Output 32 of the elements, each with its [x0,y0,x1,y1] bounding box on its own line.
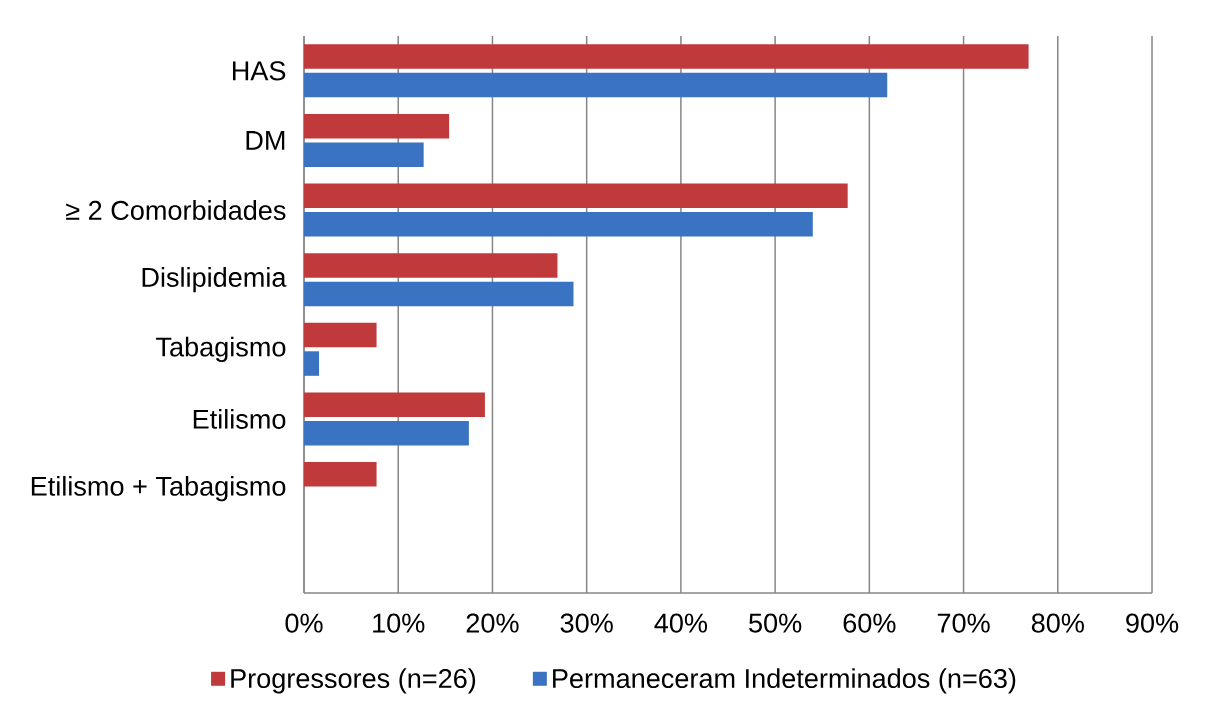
x-tick-label: 90% [1126,613,1179,633]
bar [304,392,485,417]
y-tick-label: Etilismo [193,409,286,429]
bar [304,44,1029,69]
bar [304,462,377,487]
bar [304,72,888,98]
x-tick-label: 30% [560,613,613,633]
bar [304,281,574,307]
bar [304,322,377,348]
y-tick-label: Dislipidemia [142,267,287,293]
bar [304,253,558,278]
y-tick-label: DM [246,131,285,150]
y-tick-label: Tabagismo [156,336,286,362]
x-tick-label: 20% [466,613,519,633]
x-tick-label: 60% [843,613,896,633]
bar [304,142,424,167]
x-tick-label: 0% [285,613,323,633]
x-tick-label: 10% [373,613,425,633]
bar [304,351,320,376]
y-tick-label: HAS [232,61,286,81]
bar [304,420,469,446]
bar [304,212,813,237]
x-tick-label: 70% [937,613,990,633]
y-tick-label: Etilismo + Tabagismo [31,475,286,502]
bar [304,113,450,139]
x-tick-label: 50% [749,613,802,633]
legend-label: Permaneceram Indeterminados (n=63) [553,668,1016,694]
x-tick-label: 40% [654,613,708,633]
x-tick-label: 80% [1031,613,1084,633]
bar [304,183,848,209]
y-tick-label: ≥ 2 Comorbidades [66,200,286,221]
legend-label: Progressores (n=26) [231,668,476,694]
